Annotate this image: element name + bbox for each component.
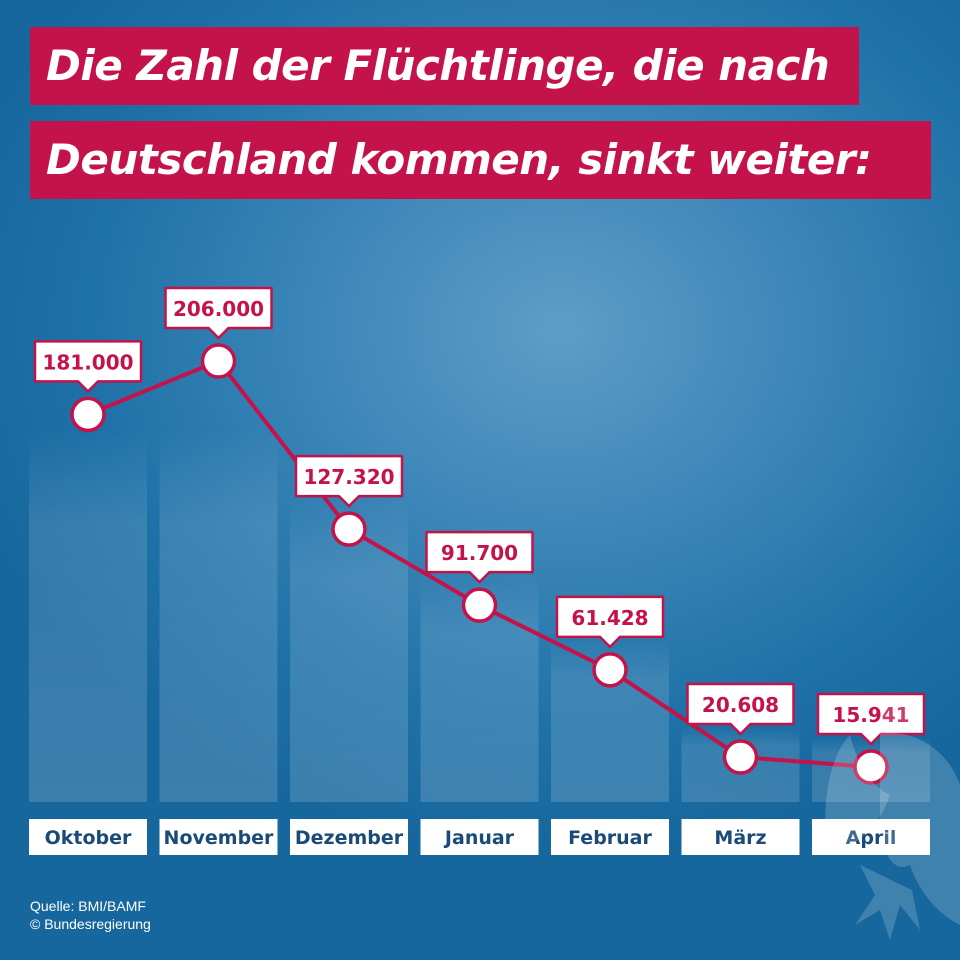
data-label-box	[816, 692, 926, 746]
month-label-1: Oktober	[29, 819, 147, 855]
data-label-text: 206.000	[173, 297, 264, 321]
month-label-6: März	[681, 819, 800, 855]
data-label-box	[555, 595, 665, 649]
data-point-2	[200, 343, 237, 379]
column-1	[29, 430, 147, 802]
data-label-1: 181.000	[33, 340, 143, 393]
copyright-line: © Bundesregierung	[30, 916, 151, 932]
month-label-box	[290, 819, 408, 855]
month-label-3: Dezember	[290, 819, 408, 855]
month-label-text: Februar	[568, 827, 652, 849]
source-note: Quelle: BMI/BAMF © Bundesregierung	[30, 897, 151, 933]
data-label-box	[686, 682, 795, 736]
column-3	[290, 499, 408, 802]
data-point-4	[461, 587, 498, 623]
data-label-text: 15.941	[832, 703, 909, 727]
column-2	[159, 430, 278, 802]
month-label-box	[420, 819, 539, 855]
data-label-text: 181.000	[42, 350, 133, 374]
data-label-text: 127.320	[303, 465, 394, 489]
month-label-2: November	[159, 819, 278, 855]
month-label-text: März	[714, 827, 766, 849]
month-label-4: Januar	[420, 819, 539, 855]
data-point-1	[70, 396, 106, 433]
data-point-5	[592, 652, 628, 688]
source-line: Quelle: BMI/BAMF	[30, 898, 146, 914]
data-label-5: 61.428	[555, 595, 665, 649]
month-label-text: November	[164, 827, 275, 849]
month-label-box	[812, 819, 930, 855]
data-label-7: 15.941	[816, 692, 926, 746]
month-label-7: April	[812, 819, 930, 855]
data-label-4: 91.700	[425, 530, 534, 584]
data-point-7	[853, 749, 889, 785]
data-label-6: 20.608	[686, 682, 795, 736]
month-label-box	[159, 819, 278, 855]
month-label-box	[551, 819, 669, 855]
title-line-1: Die Zahl der Flüchtlinge, die nach	[30, 27, 859, 105]
data-point-3	[331, 511, 367, 547]
data-label-box	[164, 286, 273, 340]
title-line-2: Deutschland kommen, sinkt weiter:	[30, 121, 931, 199]
month-label-5: Februar	[551, 819, 669, 855]
month-label-box	[29, 819, 147, 855]
data-label-text: 20.608	[702, 693, 779, 717]
month-label-text: Januar	[443, 827, 515, 849]
data-label-box	[425, 530, 534, 584]
data-label-box	[294, 454, 404, 508]
federal-eagle-icon	[825, 705, 960, 940]
month-label-text: April	[846, 827, 897, 849]
month-label-text: Dezember	[295, 827, 404, 849]
data-label-text: 91.700	[441, 541, 518, 565]
data-label-2: 206.000	[164, 286, 273, 340]
data-label-box	[33, 340, 143, 393]
data-label-text: 61.428	[571, 606, 648, 630]
month-label-text: Oktober	[45, 827, 132, 849]
data-label-3: 127.320	[294, 454, 404, 508]
data-point-6	[722, 739, 759, 775]
month-label-box	[681, 819, 800, 855]
